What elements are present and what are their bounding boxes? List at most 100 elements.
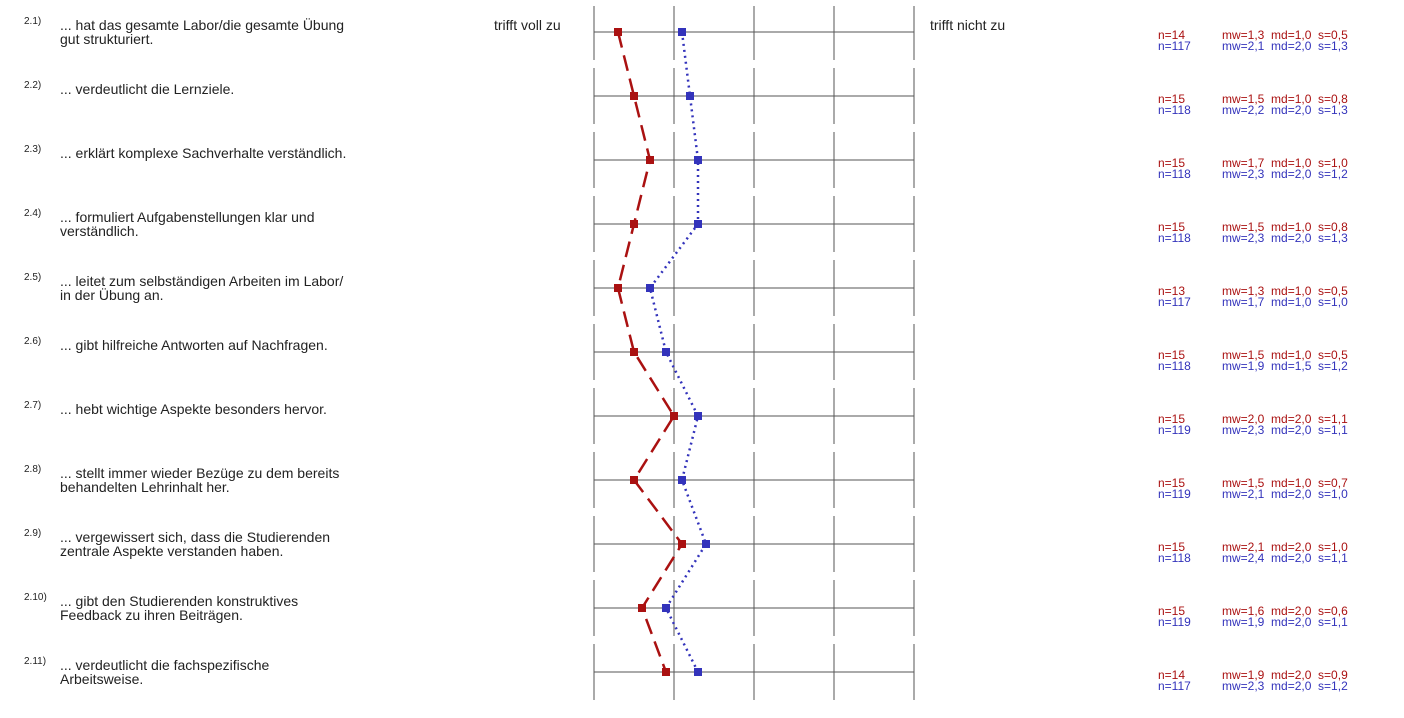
stats-series2: n=119 mw=2,3 md=2,0 s=1,1 [1158,424,1348,436]
stats-values: mw=2,1 md=2,0 s=1,0 [1222,540,1348,554]
stats-n: n=15 [1158,348,1186,362]
stats-series2: n=119 mw=2,1 md=2,0 s=1,0 [1158,488,1348,500]
question-text: ... verdeutlicht die Lernziele. [60,81,235,97]
stats-values: mw=1,5 md=1,0 s=0,5 [1222,348,1348,362]
stats-n: n=119 [1158,615,1191,629]
question-row: 2.3) ... erklärt komplexe Sachverhalte ve… [0,142,1404,206]
question-number: 2.5) [24,272,42,283]
stats-values: mw=1,5 md=1,0 s=0,7 [1222,476,1348,490]
question-row: 2.8) ... stellt immer wieder Bezüge zu de… [0,462,1404,526]
stats-values: mw=1,6 md=2,0 s=0,6 [1222,604,1348,618]
stats-series1: n=15 mw=2,1 md=2,0 s=1,0 [1158,541,1348,553]
data-point [678,28,686,36]
stats-n: n=14 [1158,28,1186,42]
stats-values: mw=2,0 md=2,0 s=1,1 [1222,412,1348,426]
data-point [646,284,654,292]
question-row: 2.4) ... formuliert Aufgabenstellungen kl… [0,206,1404,270]
stats-series1: n=15 mw=1,7 md=1,0 s=1,0 [1158,157,1348,169]
stats-values: mw=1,9 md=2,0 s=1,1 [1222,615,1348,629]
question-number: 2.1) [24,16,42,27]
data-point [662,604,670,612]
stats-series2: n=118 mw=2,3 md=2,0 s=1,3 [1158,232,1348,244]
stats-n: n=119 [1158,423,1191,437]
series-line [616,31,684,673]
stats-n: n=15 [1158,156,1186,170]
question-number: 2.8) [24,464,42,475]
data-point [686,92,694,100]
stats-n: n=118 [1158,359,1191,373]
stats-values: mw=1,7 md=1,0 s=1,0 [1222,295,1348,309]
question-number: 2.11) [24,656,47,667]
question-text: ... leitet zum selbständigen Arbeiten im… [60,273,344,303]
stats-values: mw=1,9 md=1,5 s=1,2 [1222,359,1348,373]
question-row: 2.10) ... gibt den Studierenden konstrukt… [0,590,1404,654]
data-point [694,412,702,420]
data-point [614,28,622,36]
data-point [678,540,686,548]
stats-series2: n=117 mw=1,7 md=1,0 s=1,0 [1158,296,1348,308]
question-number: 2.6) [24,336,42,347]
stats-values: mw=2,3 md=2,0 s=1,2 [1222,679,1348,693]
question-text: ... stellt immer wieder Bezüge zu dem be… [60,465,340,495]
question-row: 2.5) ... leitet zum selbständigen Arbeite… [0,270,1404,334]
question-row: 2.7) ... hebt wichtige Aspekte besonders … [0,398,1404,462]
question-text: ... formuliert Aufgabenstellungen klar u… [60,209,315,239]
scale-left-label: trifft voll zu [494,17,561,33]
data-point [678,476,686,484]
question-text: ... gibt den Studierenden konstruktives … [60,593,299,623]
question-row: 2.9) ... vergewissert sich, dass die Stud… [0,526,1404,590]
stats-n: n=117 [1158,39,1191,53]
data-point [694,220,702,228]
stats-series1: n=15 mw=1,6 md=2,0 s=0,6 [1158,605,1348,617]
data-point [702,540,710,548]
question-number: 2.2) [24,80,42,91]
stats-series2: n=118 mw=2,3 md=2,0 s=1,2 [1158,168,1348,180]
scale-right-label: trifft nicht zu [930,17,1006,33]
question-number: 2.9) [24,528,42,539]
stats-n: n=13 [1158,284,1186,298]
stats-values: mw=1,3 md=1,0 s=0,5 [1222,28,1348,42]
stats-n: n=117 [1158,295,1191,309]
question-row: 2.2) ... verdeutlicht die Lernziele. n=15 m… [0,78,1404,142]
data-point [662,348,670,356]
data-point [630,348,638,356]
stats-n: n=118 [1158,103,1191,117]
question-row: 2.6) ... gibt hilfreiche Antworten auf Na… [0,334,1404,398]
stats-series1: n=15 mw=2,0 md=2,0 s=1,1 [1158,413,1348,425]
question-row: 2.1) ... hat das gesamte Labor/die gesamt… [0,14,1404,78]
data-point [670,412,678,420]
stats-series1: n=15 mw=1,5 md=1,0 s=0,8 [1158,221,1348,233]
stats-n: n=14 [1158,668,1186,682]
stats-series1: n=15 mw=1,5 md=1,0 s=0,8 [1158,93,1348,105]
question-text: ... gibt hilfreiche Antworten auf Nachfr… [60,337,328,353]
stats-values: mw=2,3 md=2,0 s=1,3 [1222,231,1348,245]
stats-series1: n=15 mw=1,5 md=1,0 s=0,5 [1158,349,1348,361]
stats-n: n=118 [1158,231,1191,245]
question-text: ... verdeutlicht die fachspezifische Arb… [60,657,270,687]
stats-values: mw=2,1 md=2,0 s=1,3 [1222,39,1348,53]
question-text: ... erklärt komplexe Sachverhalte verstä… [60,145,347,161]
stats-values: mw=1,5 md=1,0 s=0,8 [1222,220,1348,234]
stats-series2: n=118 mw=2,2 md=2,0 s=1,3 [1158,104,1348,116]
stats-values: mw=2,2 md=2,0 s=1,3 [1222,103,1348,117]
data-point [630,92,638,100]
stats-series2: n=117 mw=2,3 md=2,0 s=1,2 [1158,680,1348,692]
stats-values: mw=2,4 md=2,0 s=1,1 [1222,551,1348,565]
stats-series1: n=14 mw=1,3 md=1,0 s=0,5 [1158,29,1348,41]
question-number: 2.3) [24,144,42,155]
data-point [630,220,638,228]
stats-values: mw=2,1 md=2,0 s=1,0 [1222,487,1348,501]
question-text: ... hebt wichtige Aspekte besonders herv… [60,401,327,417]
data-point [646,156,654,164]
stats-series1: n=13 mw=1,3 md=1,0 s=0,5 [1158,285,1348,297]
stats-n: n=15 [1158,540,1186,554]
stats-n: n=15 [1158,412,1186,426]
question-row: 2.11) ... verdeutlicht die fachspezifisch… [0,654,1404,718]
stats-series2: n=118 mw=2,4 md=2,0 s=1,1 [1158,552,1348,564]
stats-n: n=15 [1158,604,1186,618]
question-number: 2.4) [24,208,42,219]
stats-values: mw=1,5 md=1,0 s=0,8 [1222,92,1348,106]
stats-series2: n=119 mw=1,9 md=2,0 s=1,1 [1158,616,1348,628]
stats-n: n=15 [1158,220,1186,234]
